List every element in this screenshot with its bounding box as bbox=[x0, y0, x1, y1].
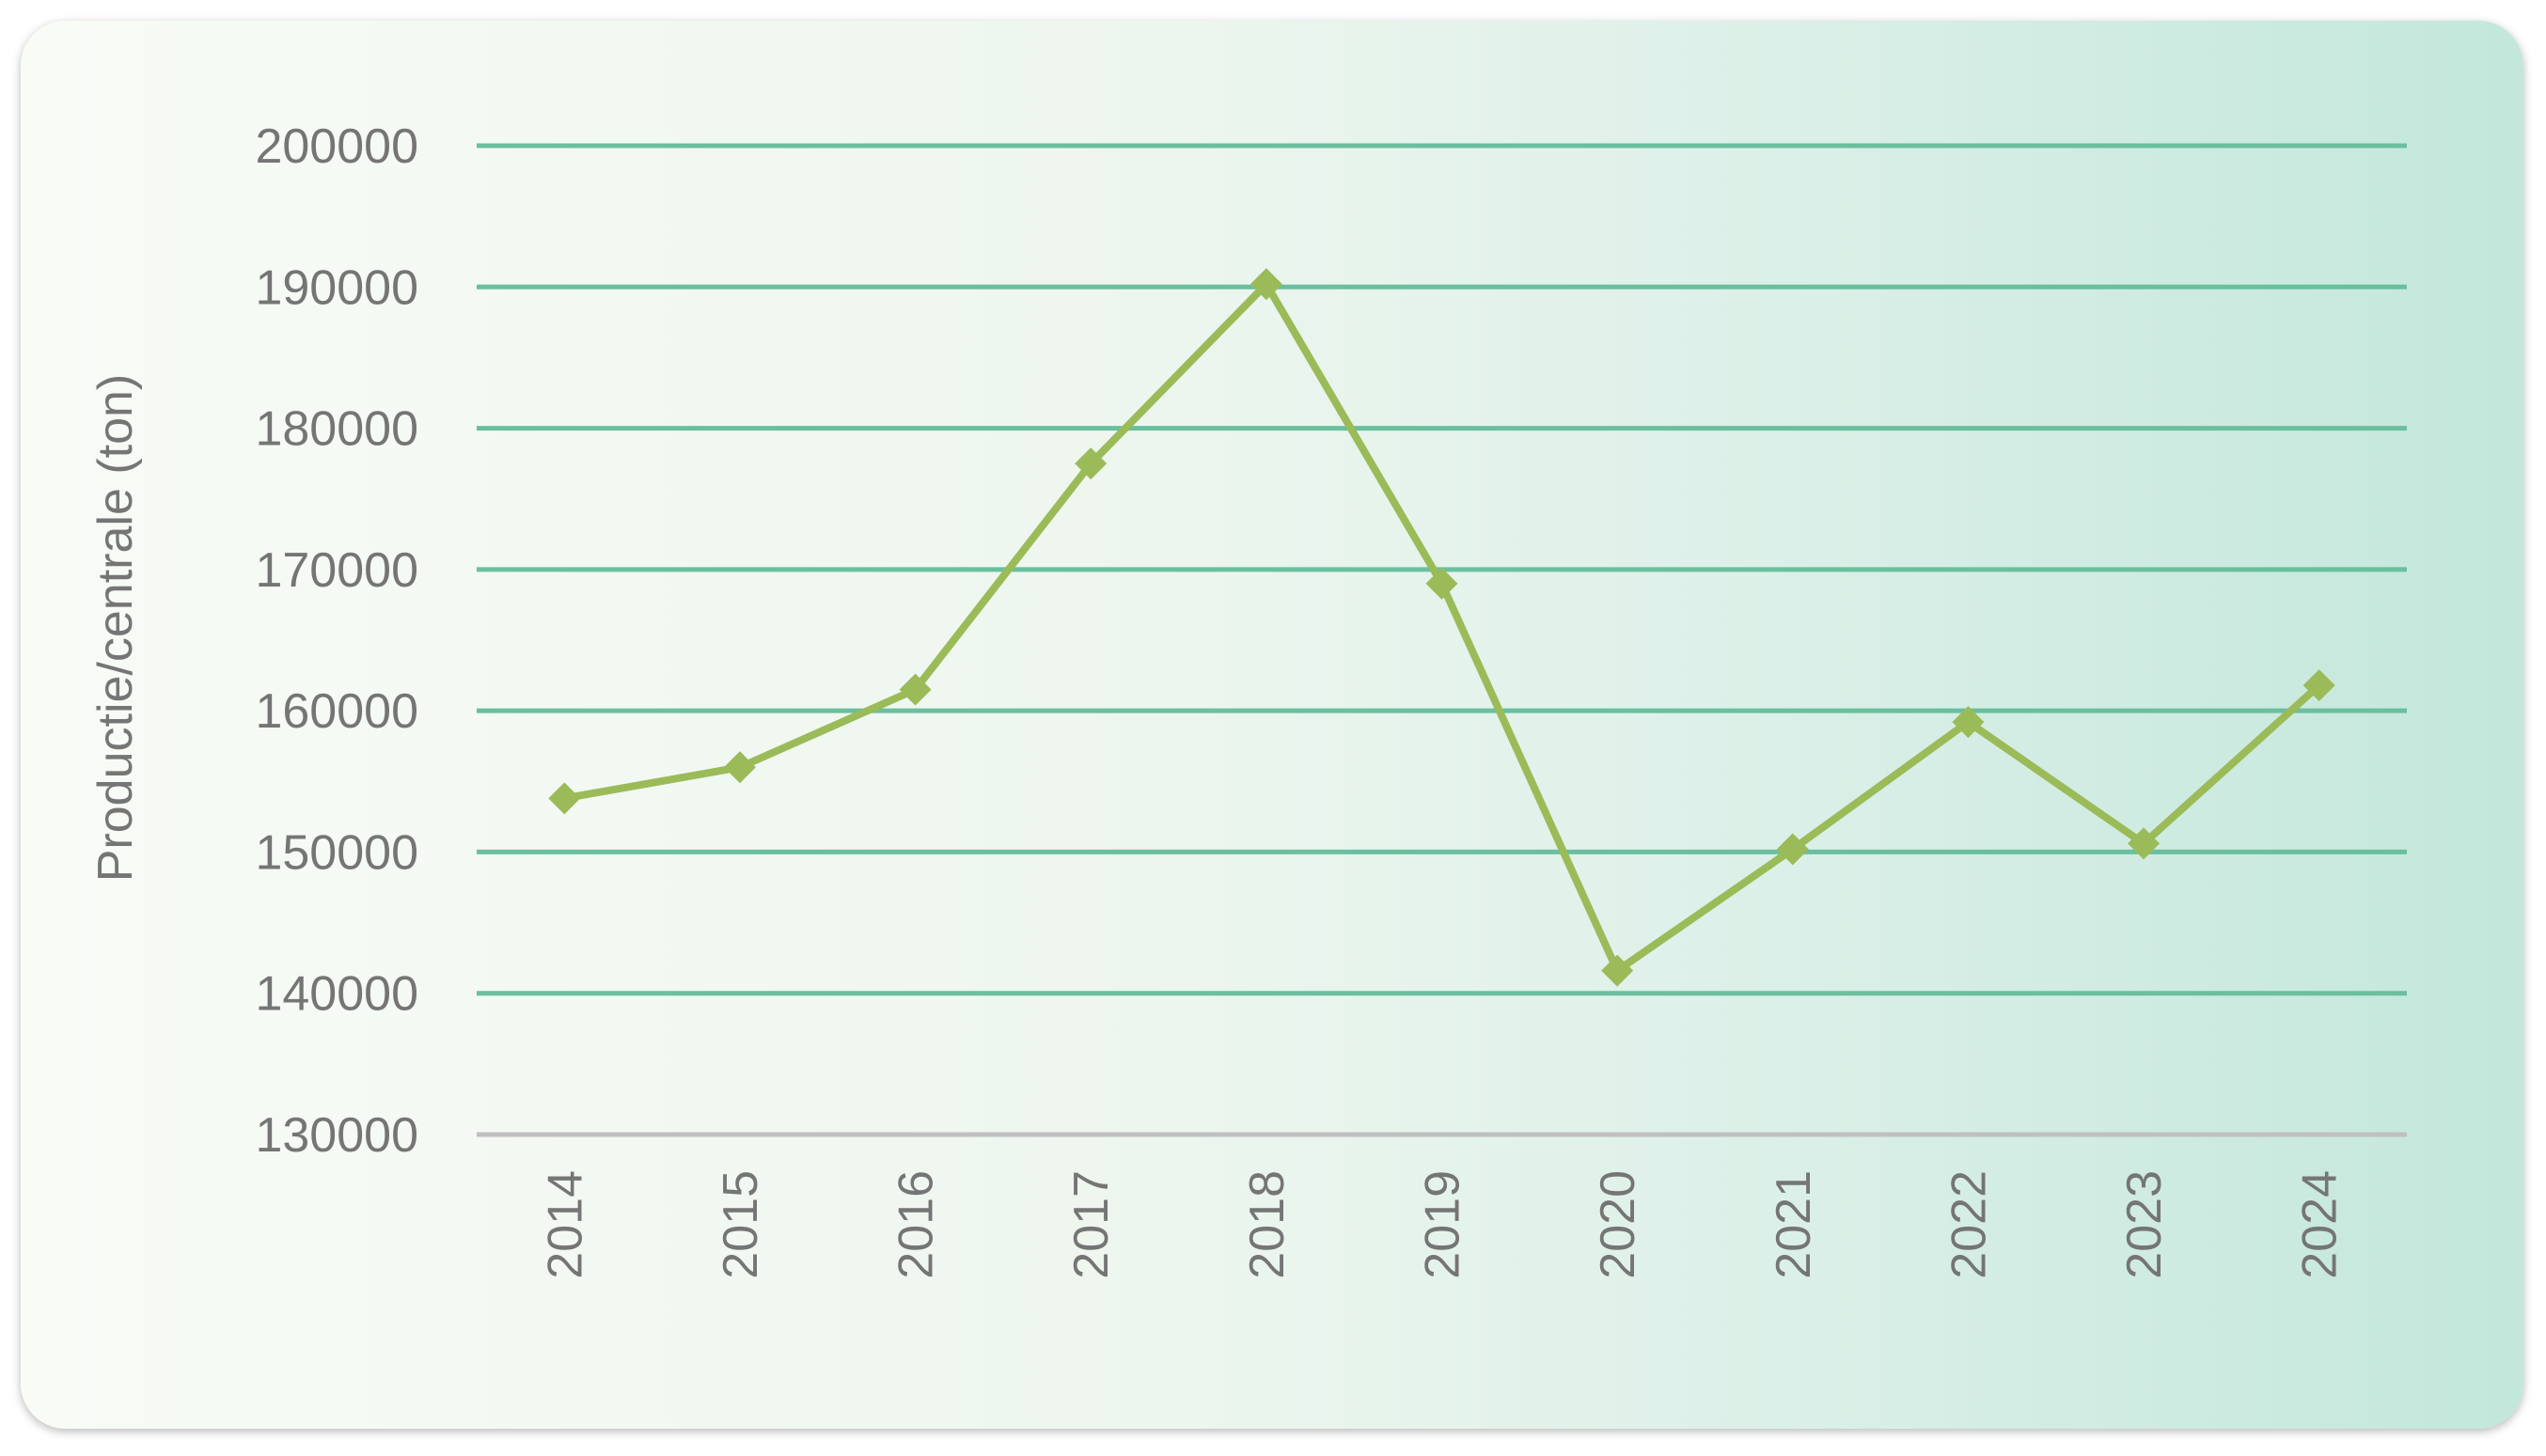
data-point-marker bbox=[1075, 447, 1108, 480]
data-point-marker bbox=[1425, 567, 1458, 600]
y-axis-title: Productie/centrale (ton) bbox=[88, 374, 143, 883]
x-tick-label: 2021 bbox=[1767, 1170, 1821, 1279]
data-point-marker bbox=[723, 751, 756, 784]
x-tick-label: 2015 bbox=[714, 1170, 768, 1279]
data-point-marker bbox=[548, 782, 581, 815]
x-tick-label: 2016 bbox=[889, 1170, 944, 1279]
x-tick-label: 2018 bbox=[1240, 1170, 1295, 1279]
y-tick-label: 200000 bbox=[255, 119, 418, 174]
data-point-marker bbox=[899, 673, 932, 706]
x-tick-label: 2019 bbox=[1416, 1170, 1470, 1279]
data-point-marker bbox=[1601, 954, 1634, 987]
x-tick-label: 2020 bbox=[1591, 1170, 1645, 1279]
plot-area bbox=[548, 268, 2335, 987]
y-tick-label: 130000 bbox=[255, 1108, 418, 1163]
x-tick-label: 2022 bbox=[1941, 1170, 1996, 1279]
y-tick-labels: 130000 140000 150000 160000 170000 180000 1900… bbox=[255, 119, 418, 1163]
gridlines bbox=[477, 143, 2407, 1137]
x-tick-labels: 2014 2015 2016 2017 2018 2019 2020 2021 2022 2023… bbox=[538, 1170, 2347, 1279]
x-tick-label: 2017 bbox=[1064, 1170, 1119, 1279]
data-point-marker bbox=[1249, 268, 1282, 301]
y-tick-label: 170000 bbox=[255, 543, 418, 598]
y-tick-label: 140000 bbox=[255, 967, 418, 1022]
x-tick-label: 2023 bbox=[2117, 1170, 2172, 1279]
x-tick-label: 2024 bbox=[2293, 1170, 2348, 1279]
data-point-marker bbox=[1776, 833, 1809, 866]
data-point-marker bbox=[1952, 706, 1985, 739]
y-tick-label: 150000 bbox=[255, 825, 418, 880]
data-point-marker bbox=[2302, 669, 2335, 702]
y-tick-label: 190000 bbox=[255, 260, 418, 315]
x-tick-label: 2014 bbox=[538, 1170, 592, 1279]
series-line bbox=[563, 280, 2322, 975]
y-tick-label: 160000 bbox=[255, 684, 418, 739]
data-point-marker bbox=[2128, 827, 2161, 860]
y-tick-label: 180000 bbox=[255, 402, 418, 457]
chart-card bbox=[21, 21, 2523, 1429]
